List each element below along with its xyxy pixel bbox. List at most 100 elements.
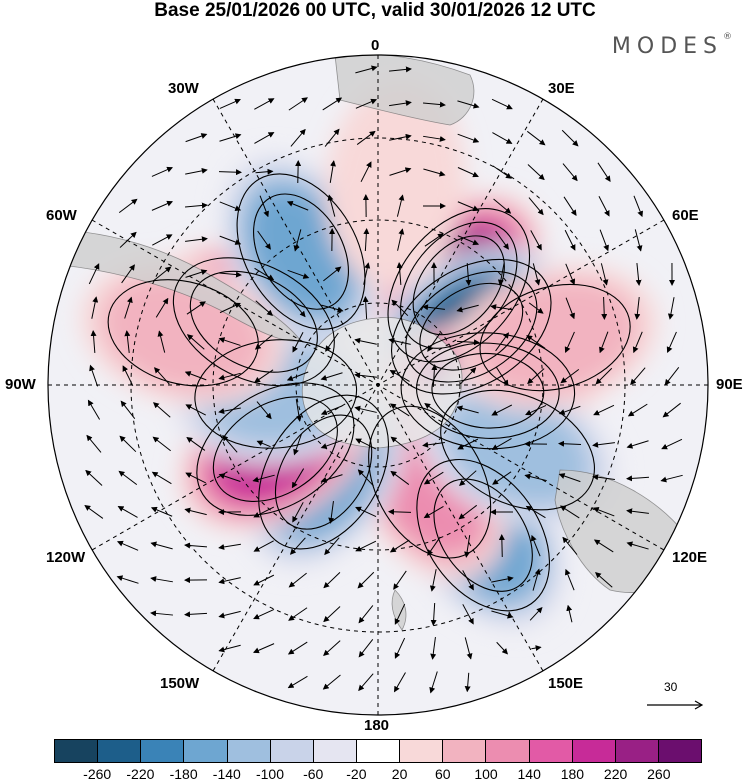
wind-vector bbox=[151, 200, 174, 211]
wind-vector bbox=[218, 407, 241, 415]
wind-vector bbox=[89, 364, 99, 387]
wind-vector bbox=[424, 403, 444, 417]
wind-vector bbox=[562, 536, 578, 555]
wind-vector bbox=[184, 542, 208, 549]
wind-vector bbox=[355, 65, 378, 74]
map-title: Base 25/01/2026 00 UTC, valid 30/01/2026… bbox=[154, 0, 596, 21]
wind-vector bbox=[422, 304, 445, 311]
anomaly-contour bbox=[172, 257, 335, 387]
wind-vector bbox=[529, 606, 543, 621]
wind-vector bbox=[495, 230, 509, 250]
wind-vector bbox=[527, 368, 545, 385]
wind-vector bbox=[430, 602, 437, 626]
wind-vector bbox=[218, 473, 241, 482]
colorbar-cell bbox=[141, 740, 185, 762]
colorbar-tick-label: 180 bbox=[560, 766, 585, 782]
wind-vector bbox=[626, 475, 650, 482]
wind-vector bbox=[491, 575, 514, 583]
anomaly-contour bbox=[387, 208, 531, 363]
wind-vector bbox=[462, 570, 474, 591]
anomaly-contour bbox=[479, 283, 631, 392]
lon-label-30e: 30E bbox=[548, 80, 575, 97]
colorbar-tick-label: -140 bbox=[212, 766, 241, 782]
wind-vector bbox=[355, 506, 377, 518]
wind-vector bbox=[564, 568, 575, 591]
contours bbox=[107, 173, 631, 612]
wind-vector bbox=[151, 166, 173, 177]
anomaly-contour bbox=[400, 221, 518, 349]
wind-vector bbox=[660, 474, 683, 483]
wind-vector bbox=[388, 337, 411, 345]
lon-label-60e: 60E bbox=[672, 207, 699, 224]
wind-vector bbox=[423, 135, 446, 142]
wind-vector bbox=[322, 674, 341, 690]
wind-vector bbox=[464, 535, 471, 558]
wind-vector bbox=[124, 296, 133, 319]
wind-vector bbox=[323, 266, 342, 282]
wind-vector bbox=[423, 101, 446, 108]
wind-vector bbox=[560, 369, 580, 384]
wind-vector bbox=[323, 572, 341, 589]
wind-vector bbox=[564, 229, 576, 251]
wind-vector bbox=[218, 337, 241, 346]
wind-vector bbox=[601, 296, 608, 320]
wind-vector bbox=[290, 299, 306, 318]
wind-vector bbox=[184, 507, 207, 516]
wind-vector bbox=[493, 198, 512, 214]
reference-vector-label: 30 bbox=[664, 680, 678, 694]
colorbar-cell bbox=[486, 740, 530, 762]
wind-vector bbox=[394, 603, 406, 625]
anomaly-contour bbox=[274, 414, 373, 530]
wind-vector bbox=[666, 331, 677, 353]
wind-vector bbox=[394, 672, 406, 693]
wind-vector bbox=[532, 568, 541, 591]
wind-vector bbox=[219, 302, 241, 314]
wind-vector bbox=[565, 297, 575, 320]
wind-vector bbox=[429, 569, 437, 592]
wind-vector bbox=[558, 440, 582, 447]
wind-vector bbox=[87, 399, 101, 420]
lon-label-150e: 150E bbox=[548, 675, 584, 692]
new-zealand bbox=[391, 589, 407, 631]
wind-vector bbox=[626, 508, 649, 515]
wind-vector bbox=[355, 98, 378, 109]
lon-label-0: 0 bbox=[371, 37, 380, 54]
wind-vector bbox=[150, 506, 173, 517]
colorbar-tick-label: 60 bbox=[435, 766, 451, 782]
wind-vector bbox=[222, 434, 238, 453]
colorbar-cell bbox=[270, 740, 314, 762]
wind-vector bbox=[90, 330, 97, 354]
wind-vector bbox=[424, 233, 444, 247]
wind-vector bbox=[256, 401, 272, 420]
wind-vector bbox=[531, 645, 542, 652]
wind-vector bbox=[358, 673, 374, 692]
wind-vector bbox=[558, 473, 581, 483]
wind-vector bbox=[363, 262, 371, 285]
wind-vector bbox=[185, 404, 206, 416]
wind-vector bbox=[185, 236, 208, 243]
wind-vector bbox=[389, 133, 412, 141]
wind-vector bbox=[525, 505, 546, 519]
anomaly-contour bbox=[415, 342, 560, 439]
wind-vector bbox=[157, 330, 166, 353]
wind-vector bbox=[287, 269, 310, 279]
wind-vector bbox=[354, 405, 377, 413]
wind-vector bbox=[324, 537, 340, 556]
wind-vector bbox=[527, 164, 545, 181]
colorbar-cell bbox=[184, 740, 228, 762]
wind-vector bbox=[390, 436, 409, 452]
wind-vector bbox=[218, 577, 241, 585]
anomaly-contour bbox=[433, 478, 533, 592]
wind-vector bbox=[593, 539, 614, 553]
wind-vector bbox=[363, 228, 370, 252]
wind-vector bbox=[253, 608, 275, 620]
colorbar-tick-label: 20 bbox=[391, 766, 408, 782]
wind-vector bbox=[150, 541, 173, 550]
wind-vector bbox=[427, 332, 441, 352]
wind-vector bbox=[291, 468, 305, 489]
wind-vector bbox=[389, 403, 410, 417]
colorbar-tick-label: -60 bbox=[303, 766, 324, 782]
colorbar-cell bbox=[572, 740, 616, 762]
wind-vector bbox=[292, 331, 304, 353]
wind-vector bbox=[396, 194, 405, 217]
